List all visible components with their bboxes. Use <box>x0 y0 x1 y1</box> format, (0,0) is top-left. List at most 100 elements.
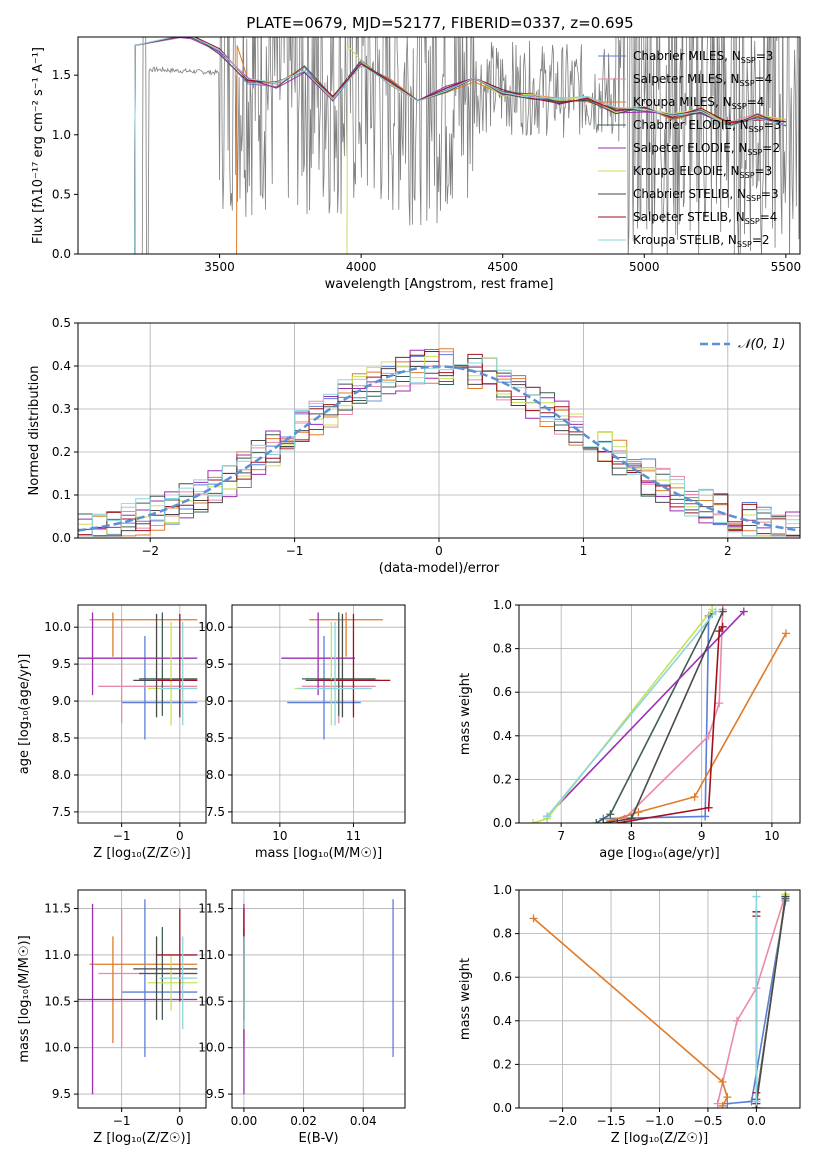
x-tick-label: 10 <box>764 829 779 843</box>
y-tick-label: 10.5 <box>44 994 71 1008</box>
data-spectrum-line <box>134 37 800 254</box>
age-vs-mass-panel: 10 11 7.5 8.0 8.5 9.0 9.5 10.0 mass [log₁₀(M/M☉)… <box>198 604 406 861</box>
x-tick-label: 0.02 <box>290 1114 317 1128</box>
mass-weight-line <box>533 917 729 1107</box>
x-tick-label: −1 <box>113 1114 131 1128</box>
y-axis-label: Flux [fλ10⁻¹⁷ erg cm⁻² s⁻¹ A⁻¹] <box>31 47 46 244</box>
mass-weight-marker <box>529 914 538 923</box>
model-spectrum-line <box>131 37 786 254</box>
mass-vs-ebv-panel: 0.00 0.02 0.04 9.5 10.0 10.5 11.0 11.5 E(B-V) <box>198 889 406 1146</box>
mass-weight-marker <box>781 629 790 638</box>
x-tick-label: 7 <box>557 829 565 843</box>
mw-vs-Z-plot-area <box>529 890 790 1108</box>
x-tick-label: 5000 <box>629 260 660 274</box>
legend-label: Salpeter ELODIE, NSSP=2 <box>633 141 780 157</box>
x-axis-label: Z [log₁₀(Z/Z☉)] <box>93 846 190 861</box>
y-tick-label: 0.4 <box>493 729 512 743</box>
mass-weight-marker <box>752 1097 761 1106</box>
y-tick-label: 1.0 <box>493 598 512 612</box>
x-tick-label: 0 <box>435 544 443 558</box>
legend-label: Salpeter STELIB, NSSP=4 <box>633 210 777 226</box>
y-tick-label: 11.5 <box>198 902 225 916</box>
mw-vs-age-panel: 7 8 9 10 0.0 0.2 0.4 0.6 0.8 1.0 age [log₁₀(age/yr… <box>458 598 801 861</box>
mw-vs-Z-panel: −2.0 −1.5 −1.0 −0.5 0.0 0.0 0.2 0.4 0.6 0.8 1.0 Z [… <box>458 883 801 1146</box>
x-axis-label: (data-model)/error <box>379 561 500 576</box>
y-tick-label: 11.0 <box>198 948 225 962</box>
x-tick-label: −0.5 <box>693 1114 722 1128</box>
x-axis-label: Z [log₁₀(Z/Z☉)] <box>611 1131 708 1146</box>
mass-weight-marker <box>723 1093 732 1102</box>
mass-weight-marker <box>713 1099 722 1108</box>
mass-weight-line <box>546 610 745 818</box>
y-tick-label: 0.3 <box>52 402 71 416</box>
y-axis-label: mass weight <box>458 673 473 755</box>
y-tick-label: 10.0 <box>198 620 225 634</box>
mass-weight-marker <box>733 1016 742 1025</box>
y-tick-label: 7.5 <box>52 805 71 819</box>
mass-weight-marker <box>718 622 727 631</box>
y-axis-label: age [log₁₀(age/yr)] <box>17 654 32 775</box>
x-axis-label: wavelength [Angstrom, rest frame] <box>325 277 554 292</box>
mass-weight-marker <box>711 607 720 616</box>
axes-frame <box>77 36 801 255</box>
y-tick-label: 10.5 <box>198 994 225 1008</box>
y-tick-label: 1.5 <box>52 68 71 82</box>
age-vs-Z-panel: −1 0 7.5 8.0 8.5 9.0 9.5 10.0 Z [log₁₀(Z/Z☉)] age… <box>17 604 207 861</box>
legend-label: Kroupa ELODIE, NSSP=3 <box>633 164 772 180</box>
x-axis-label: Z [log₁₀(Z/Z☉)] <box>93 1131 190 1146</box>
mass-vs-Z-plot-area <box>78 899 198 1095</box>
x-tick-label: 11 <box>346 829 361 843</box>
x-tick-label: 0 <box>176 1114 184 1128</box>
x-tick-label: 0.00 <box>231 1114 258 1128</box>
mw-vs-age-plot-area <box>529 605 790 823</box>
mass-weight-marker <box>701 812 710 821</box>
y-tick-label: 9.5 <box>52 1087 71 1101</box>
age-vs-Z-plot-area <box>78 612 198 740</box>
x-tick-label: 0.04 <box>350 1114 377 1128</box>
x-tick-label: 9 <box>698 829 706 843</box>
x-tick-label: 10 <box>272 829 287 843</box>
histogram-step <box>78 357 800 537</box>
legend-label: Kroupa MILES, NSSP=4 <box>633 95 764 111</box>
normal-curve <box>78 365 800 532</box>
x-axis-label: mass [log₁₀(M/M☉)] <box>255 846 382 861</box>
legend-label: Chabrier ELODIE, NSSP=3 <box>633 118 781 134</box>
y-tick-label: 0.4 <box>493 1014 512 1028</box>
legend-label: Chabrier STELIB, NSSP=3 <box>633 187 779 203</box>
x-tick-label: 3500 <box>204 260 235 274</box>
y-tick-label: 0.6 <box>493 685 512 699</box>
y-tick-label: 0.0 <box>493 1101 512 1115</box>
mass-weight-line <box>755 896 787 1108</box>
mass-weight-marker <box>613 819 622 823</box>
mass-weight-line <box>610 632 787 822</box>
mass-weight-marker <box>529 819 538 823</box>
x-tick-label: −1 <box>113 829 131 843</box>
y-tick-label: 0.5 <box>52 316 71 330</box>
y-tick-label: 11.0 <box>44 948 71 962</box>
mass-vs-ebv-plot-area <box>243 899 394 1095</box>
y-axis-label: mass weight <box>458 958 473 1040</box>
y-tick-label: 8.5 <box>206 731 225 745</box>
mass-weight-marker <box>704 803 713 812</box>
mass-weight-line <box>716 894 787 1104</box>
y-tick-label: 7.5 <box>206 805 225 819</box>
mass-weight-marker <box>690 792 699 801</box>
mass-weight-marker <box>606 810 615 819</box>
y-tick-label: 0.8 <box>493 642 512 656</box>
mass-vs-Z-panel: −1 0 9.5 10.0 10.5 11.0 11.5 Z [log₁₀(Z/Z☉)] mas… <box>17 889 207 1146</box>
y-tick-label: 0.0 <box>493 816 512 830</box>
x-axis-label: E(B-V) <box>298 1131 338 1146</box>
x-axis-label: age [log₁₀(age/yr)] <box>599 846 720 861</box>
figure-title: PLATE=0679, MJD=52177, FIBERID=0337, z=0… <box>246 14 633 32</box>
y-tick-label: 8.5 <box>52 731 71 745</box>
y-tick-label: 0.2 <box>52 445 71 459</box>
y-tick-label: 11.5 <box>44 902 71 916</box>
y-tick-label: 0.0 <box>52 531 71 545</box>
y-tick-label: 10.0 <box>44 620 71 634</box>
x-tick-label: −2.0 <box>548 1114 577 1128</box>
mass-weight-marker <box>718 607 727 616</box>
axes-frame <box>77 889 207 1109</box>
y-tick-label: 10.0 <box>198 1041 225 1055</box>
spectrum-plot-area <box>131 37 800 254</box>
